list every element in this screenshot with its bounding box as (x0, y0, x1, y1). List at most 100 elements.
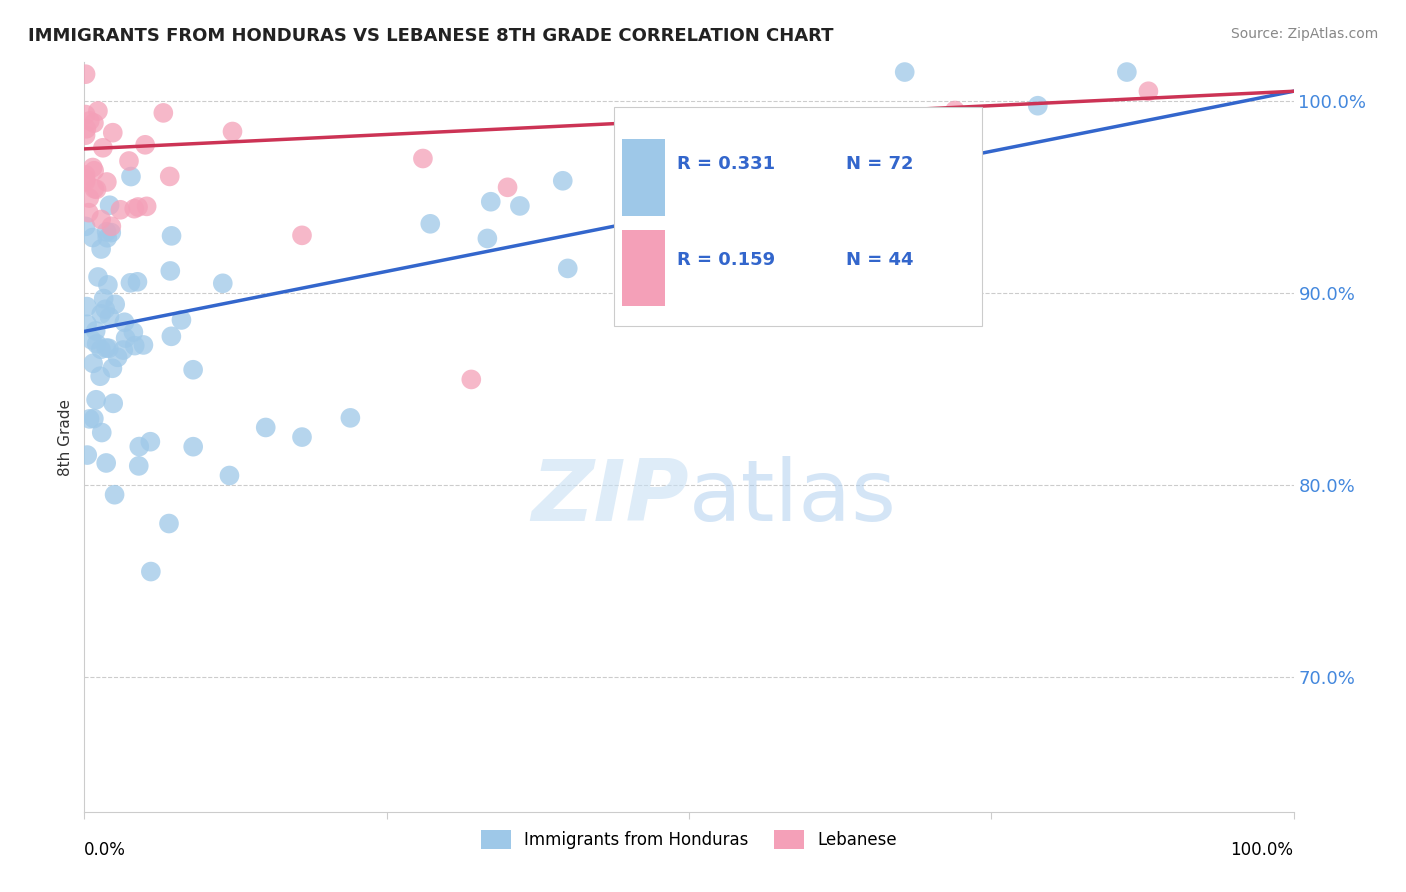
Point (218, 468, 240, 483)
Point (86, 182, 108, 196)
Text: R = 0.331: R = 0.331 (676, 155, 775, 173)
Legend: Immigrants from Honduras, Lebanese: Immigrants from Honduras, Lebanese (474, 823, 904, 855)
Point (75, 121, 97, 136)
Bar (623, 139, 665, 216)
Point (79, 412, 101, 426)
Point (479, 194, 502, 209)
Point (97, 277, 120, 292)
Point (557, 261, 579, 276)
Point (1026, 99, 1049, 113)
Point (82, 230, 104, 244)
Point (160, 329, 183, 343)
Point (477, 231, 499, 245)
Point (157, 516, 180, 531)
Point (76, 300, 98, 314)
Point (943, 103, 966, 118)
Point (90, 425, 112, 440)
Point (94, 302, 117, 317)
Point (76, 318, 98, 332)
Point (139, 565, 162, 579)
Point (84, 324, 107, 338)
Point (75, 168, 97, 182)
Point (86, 336, 108, 351)
Text: IMMIGRANTS FROM HONDURAS VS LEBANESE 8TH GRADE CORRELATION CHART: IMMIGRANTS FROM HONDURAS VS LEBANESE 8TH… (28, 27, 834, 45)
Point (97, 341, 120, 355)
Point (96, 231, 118, 245)
Point (80, 333, 103, 347)
Point (83, 182, 105, 196)
Point (84, 392, 107, 407)
Point (122, 325, 145, 339)
Point (132, 338, 155, 352)
Point (101, 361, 124, 376)
Point (460, 372, 482, 386)
Point (90, 307, 112, 321)
Point (107, 351, 129, 365)
Point (551, 174, 574, 188)
Point (91, 141, 114, 155)
Point (75, 175, 97, 189)
Point (127, 275, 149, 289)
Point (87, 270, 110, 285)
FancyBboxPatch shape (614, 107, 981, 326)
Point (127, 200, 149, 214)
Point (90, 212, 112, 227)
Point (77, 205, 100, 219)
Point (110, 202, 132, 217)
Point (96, 456, 118, 470)
Point (101, 126, 124, 140)
Point (211, 277, 233, 291)
Point (83, 411, 105, 425)
Point (738, 113, 761, 128)
Point (96, 341, 118, 355)
Point (114, 315, 136, 329)
Text: Source: ZipAtlas.com: Source: ZipAtlas.com (1230, 27, 1378, 41)
Point (124, 338, 146, 352)
Point (112, 343, 135, 357)
Point (114, 331, 136, 345)
Point (100, 219, 122, 234)
Point (1137, 84, 1160, 98)
Point (79, 114, 101, 128)
Point (75, 128, 97, 143)
Bar (623, 229, 665, 307)
Point (77, 191, 100, 205)
Point (120, 276, 142, 290)
Point (134, 137, 156, 152)
Point (128, 458, 150, 473)
Point (509, 199, 531, 213)
Point (103, 396, 125, 410)
Point (853, 136, 876, 150)
Point (96, 175, 118, 189)
Point (96, 225, 118, 239)
Point (159, 264, 181, 278)
Text: 0.0%: 0.0% (84, 840, 127, 858)
Point (181, 440, 204, 454)
Point (89, 369, 111, 384)
Point (496, 180, 519, 194)
Point (118, 153, 141, 168)
Point (139, 434, 162, 449)
Text: 100.0%: 100.0% (1230, 840, 1294, 858)
Point (75, 107, 97, 121)
Point (339, 410, 361, 425)
Point (90, 343, 112, 357)
Point (254, 420, 277, 434)
Point (82, 161, 104, 175)
Point (170, 313, 193, 327)
Point (98, 310, 121, 324)
Text: N = 44: N = 44 (846, 252, 914, 269)
Point (90, 242, 112, 256)
Point (100, 226, 122, 240)
Point (122, 202, 145, 216)
Point (128, 440, 150, 454)
Point (221, 124, 243, 138)
Point (104, 488, 127, 502)
Point (87, 103, 110, 118)
Point (1115, 65, 1137, 79)
Point (120, 169, 142, 184)
Text: atlas: atlas (689, 456, 897, 539)
Point (159, 169, 181, 184)
Point (75, 67, 97, 81)
Point (82, 356, 104, 370)
